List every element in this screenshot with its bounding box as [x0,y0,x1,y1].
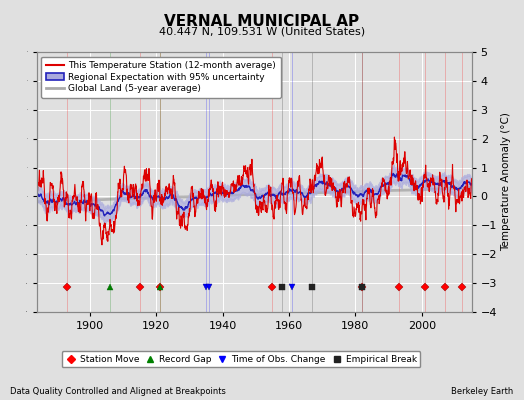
Legend: This Temperature Station (12-month average), Regional Expectation with 95% uncer: This Temperature Station (12-month avera… [41,56,280,98]
Legend: Station Move, Record Gap, Time of Obs. Change, Empirical Break: Station Move, Record Gap, Time of Obs. C… [62,351,420,368]
Text: VERNAL MUNICIPAL AP: VERNAL MUNICIPAL AP [165,14,359,29]
Text: Berkeley Earth: Berkeley Earth [451,387,514,396]
Text: Data Quality Controlled and Aligned at Breakpoints: Data Quality Controlled and Aligned at B… [10,387,226,396]
Y-axis label: Temperature Anomaly (°C): Temperature Anomaly (°C) [501,112,511,252]
Text: 40.447 N, 109.531 W (United States): 40.447 N, 109.531 W (United States) [159,26,365,36]
